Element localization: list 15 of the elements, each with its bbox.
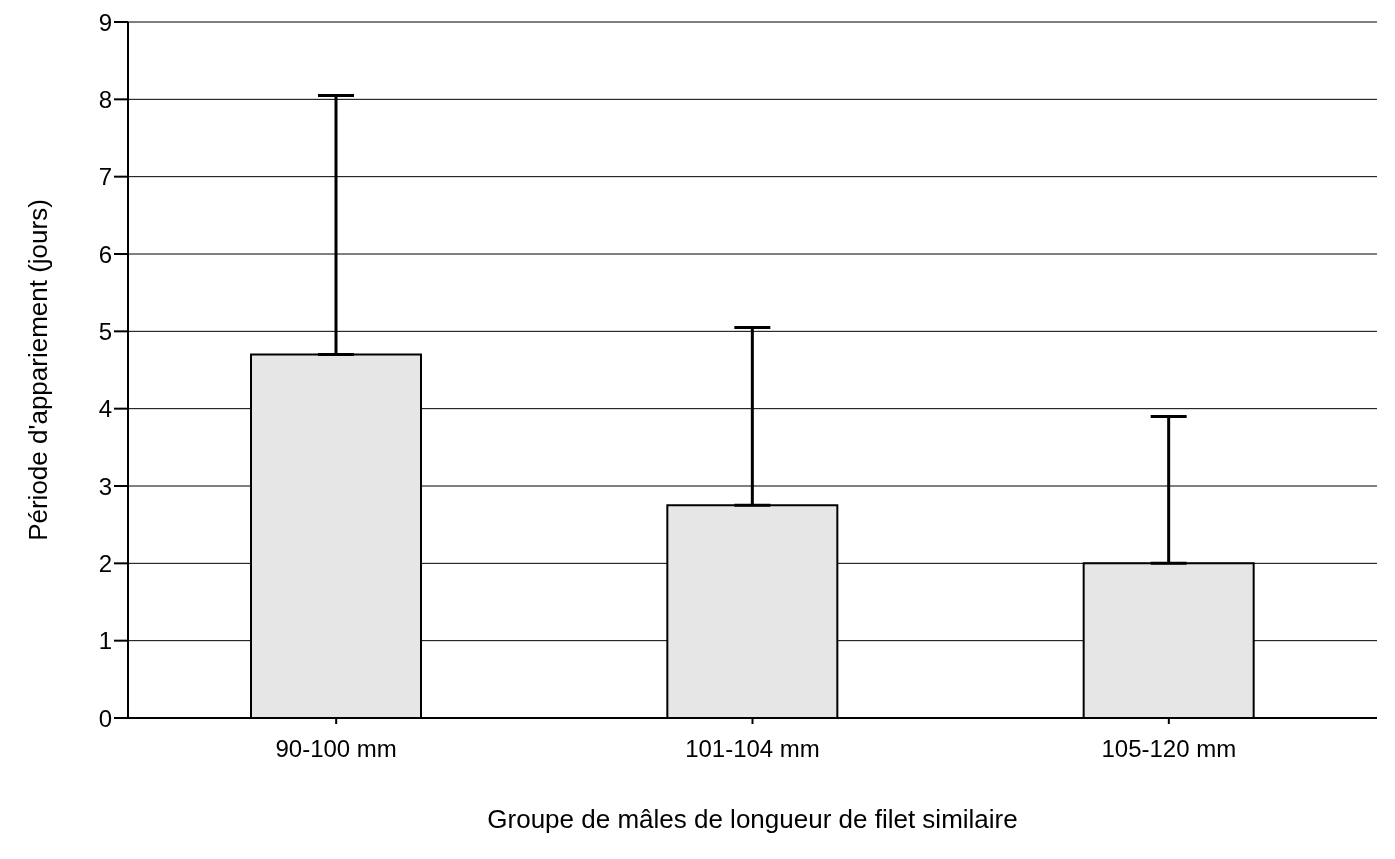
x-tick-label: 101-104 mm bbox=[685, 735, 820, 763]
x-tick-label: 90-100 mm bbox=[275, 735, 397, 763]
y-tick-label: 4 bbox=[98, 395, 112, 423]
x-axis-title: Groupe de mâles de longueur de filet similaire bbox=[487, 804, 1018, 834]
y-tick-label: 8 bbox=[98, 85, 112, 113]
y-axis-title: Période d'appariement (jours) bbox=[23, 199, 54, 541]
y-tick-label: 6 bbox=[98, 240, 112, 268]
y-tick-label: 1 bbox=[98, 627, 112, 655]
y-tick-label: 5 bbox=[98, 317, 112, 345]
y-tick-label: 3 bbox=[98, 472, 112, 500]
y-tick-label: 0 bbox=[98, 704, 112, 732]
y-tick-label: 7 bbox=[98, 163, 112, 191]
y-tick-label: 2 bbox=[98, 549, 112, 577]
x-tick-label: 105-120 mm bbox=[1101, 735, 1237, 763]
y-tick-label: 9 bbox=[98, 8, 112, 36]
